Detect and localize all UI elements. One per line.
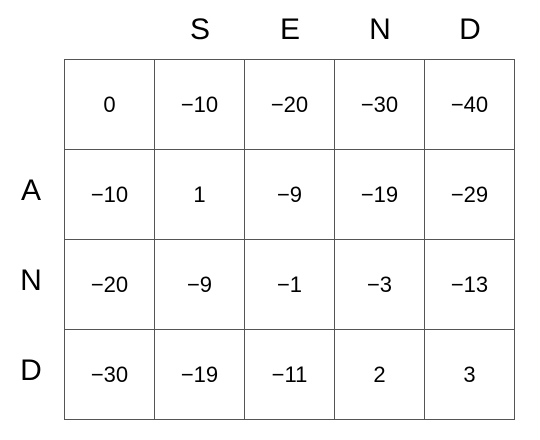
matrix-cell: −30 [64,329,155,420]
matrix-row: −20 −9 −1 −3 −13 [64,239,515,330]
matrix-cell: −19 [154,329,245,420]
row-header-n: N [20,264,42,297]
row-header-a: A [20,174,41,207]
column-header-n: N [369,13,391,46]
matrix-cell: 0 [64,59,155,150]
matrix-cell: −10 [154,59,245,150]
matrix-cell: −29 [424,149,515,240]
matrix-row: 0 −10 −20 −30 −40 [64,59,515,150]
matrix-cell: −40 [424,59,515,150]
matrix-cell: −30 [334,59,425,150]
matrix-cell: −20 [64,239,155,330]
matrix-cell: −9 [244,149,335,240]
matrix-cell: −3 [334,239,425,330]
matrix-cell: −10 [64,149,155,240]
column-header-d: D [459,13,481,46]
matrix-cell: −20 [244,59,335,150]
matrix-cell: −11 [244,329,335,420]
matrix-cell: −19 [334,149,425,240]
matrix-cell: −13 [424,239,515,330]
matrix-row: −30 −19 −11 2 3 [64,329,515,420]
column-header-e: E [279,13,300,46]
matrix-cell: 2 [334,329,425,420]
matrix-cell: −9 [154,239,245,330]
matrix-cell: 1 [154,149,245,240]
score-matrix: 0 −10 −20 −30 −40 −10 1 −9 −19 −29 −20 −… [64,59,515,420]
matrix-cell: 3 [424,329,515,420]
matrix-row: −10 1 −9 −19 −29 [64,149,515,240]
column-header-s: S [189,13,210,46]
matrix-cell: −1 [244,239,335,330]
row-header-d: D [20,354,42,387]
